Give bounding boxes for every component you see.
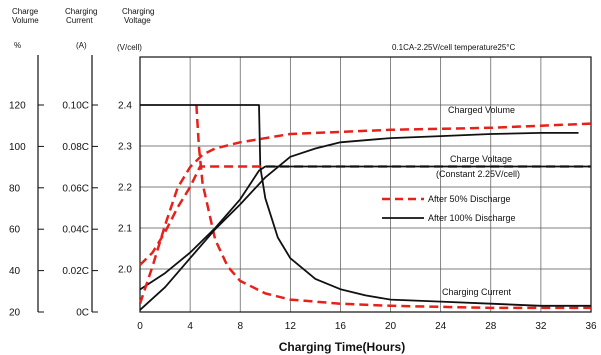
- voltage-header-line1: Charging: [122, 7, 154, 16]
- series-voltage-100-line: [139, 165, 591, 291]
- voltage-tick-label-3: 2.1: [118, 224, 132, 235]
- current-tick-label-2: 0.06C: [62, 183, 89, 194]
- current-ticks: 0.10C 0.08C 0.06C 0.04C 0.02C 0C: [62, 101, 98, 319]
- plot-frame: [139, 56, 592, 313]
- grid: [139, 57, 592, 312]
- volume-tick-label-2: 80: [9, 183, 21, 194]
- series-volume-100-line: [139, 132, 579, 311]
- x-tick-label-6: 24: [435, 321, 447, 332]
- volume-tick-label-1: 100: [9, 142, 26, 153]
- series-volume-50-line: [138, 122, 592, 305]
- x-axis-label: Charging Time(Hours): [279, 340, 405, 354]
- volume-ticks: 120 100 80 60 40 20: [9, 101, 44, 319]
- volume-axis-header: Charge Volume %: [12, 7, 39, 50]
- x-tick-label-2: 8: [237, 321, 243, 332]
- current-tick-label-3: 0.04C: [62, 225, 89, 236]
- series-current-50-line: [195, 104, 591, 310]
- voltage-tick-label-0: 2.4: [118, 101, 132, 112]
- series-current-100-line: [140, 104, 591, 307]
- voltage-unit: (V/cell): [117, 43, 142, 52]
- volume-tick-label-3: 60: [9, 225, 21, 236]
- volume-tick-label-0: 120: [9, 101, 26, 112]
- voltage-header-line2: Voltage: [124, 16, 151, 25]
- volume-header-line1: Charge: [12, 7, 39, 16]
- series: [138, 104, 592, 311]
- voltage-ticks: 2.4 2.3 2.2 2.1 2.0: [118, 101, 132, 276]
- voltage-axis-header: Charging Voltage (V/cell): [117, 7, 154, 52]
- volume-unit: %: [14, 41, 21, 50]
- current-tick-label-4: 0.02C: [62, 266, 89, 277]
- annotation-charging-current: Charging Current: [442, 287, 512, 297]
- current-header-line2: Current: [66, 16, 93, 25]
- volume-tick-label-5: 20: [9, 308, 21, 319]
- annotation-charge-voltage-constant: (Constant 2.25V/cell): [436, 169, 520, 179]
- volume-tick-label-4: 40: [9, 266, 21, 277]
- x-tick-label-1: 4: [187, 321, 193, 332]
- current-tick-label-5: 0C: [76, 308, 89, 319]
- x-tick-label-3: 12: [285, 321, 297, 332]
- x-tick-label-8: 32: [535, 321, 547, 332]
- condition-label: 0.1CA-2.25V/cell temperature25°C: [392, 43, 515, 52]
- voltage-tick-label-4: 2.0: [118, 265, 132, 276]
- current-unit: (A): [76, 41, 87, 50]
- volume-header-line2: Volume: [12, 16, 39, 25]
- legend-label-100: After 100% Discharge: [428, 213, 516, 223]
- current-tick-label-0: 0.10C: [62, 101, 89, 112]
- annotation-charge-voltage: Charge Voltage: [450, 154, 512, 164]
- voltage-tick-label-1: 2.3: [118, 142, 132, 153]
- legend-label-50: After 50% Discharge: [428, 194, 511, 204]
- x-tick-label-4: 16: [335, 321, 347, 332]
- voltage-tick-label-2: 2.2: [118, 183, 132, 194]
- x-tick-label-7: 28: [485, 321, 497, 332]
- x-tick-label-5: 20: [385, 321, 397, 332]
- current-axis-header: Charging Current (A): [65, 7, 97, 50]
- current-tick-label-1: 0.08C: [62, 142, 89, 153]
- x-tick-label-9: 36: [585, 321, 597, 332]
- x-ticks: 0 4 8 12 16 20 24 28 32 36: [137, 321, 597, 332]
- x-tick-label-0: 0: [137, 321, 143, 332]
- annotation-charged-volume: Charged Volume: [448, 105, 515, 115]
- legend: After 50% Discharge After 100% Discharge: [382, 194, 516, 223]
- current-header-line1: Charging: [65, 7, 97, 16]
- series-voltage-50-line: [139, 165, 591, 266]
